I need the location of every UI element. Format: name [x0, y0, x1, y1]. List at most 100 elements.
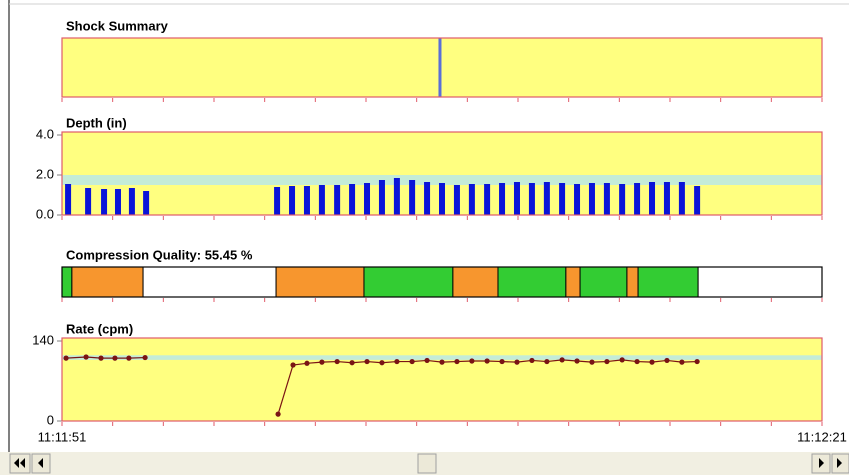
quality-segment	[579, 266, 628, 298]
panel-title: Shock Summary	[66, 18, 169, 33]
depth-bar	[649, 182, 656, 215]
rate-point	[439, 359, 445, 365]
depth-bar	[543, 182, 550, 215]
rate-point	[304, 360, 310, 366]
x-tick-label: 11:11:51	[38, 429, 87, 444]
y-tick-label: 140	[32, 332, 54, 347]
depth-bar	[603, 183, 610, 215]
rate-point	[604, 358, 610, 365]
quality-segment	[452, 266, 499, 298]
plot-border	[61, 266, 823, 298]
quality-segment	[697, 266, 823, 298]
depth-bar	[574, 184, 581, 215]
depth-bar	[85, 188, 92, 215]
rate-point	[290, 362, 296, 368]
rate-point	[574, 358, 580, 364]
depth-bar	[619, 184, 626, 215]
depth-bar	[289, 186, 296, 215]
rate-point	[364, 358, 370, 365]
depth-bar	[424, 182, 431, 215]
arrow-icon	[837, 458, 842, 468]
depth-bar	[114, 189, 121, 215]
target-band	[62, 355, 822, 360]
scroll-thumb[interactable]	[417, 453, 437, 474]
rate-point	[469, 358, 475, 364]
rate-point	[112, 355, 118, 361]
rate-point	[529, 357, 535, 364]
quality-segment	[61, 266, 73, 298]
rate-point	[559, 357, 565, 363]
quality-segment	[275, 266, 365, 298]
plots: Shock Summary Depth (in) 0.0 2.0 4.0 Compress…	[32, 18, 847, 444]
arrow-icon	[14, 458, 19, 468]
depth-bar	[528, 183, 535, 215]
rate-point	[694, 358, 700, 365]
depth-bar	[484, 184, 491, 215]
scroll-first-button[interactable]	[9, 453, 31, 474]
quality-segment	[565, 266, 581, 298]
rate-point	[409, 358, 415, 365]
quality-segment	[637, 266, 699, 298]
plot-border	[61, 337, 823, 422]
y-tick-label: 2.0	[36, 166, 54, 181]
depth-bar	[274, 187, 281, 215]
scrollbar[interactable]	[0, 452, 849, 475]
rate-point	[499, 358, 505, 365]
rate-point	[98, 355, 104, 361]
shock-marker	[438, 38, 442, 97]
arrow-icon	[38, 458, 43, 468]
arrow-icon	[819, 458, 824, 468]
panel-title: Rate (cpm)	[66, 321, 133, 336]
depth-bar	[128, 188, 135, 215]
rate-point	[544, 358, 550, 365]
rate-point	[394, 358, 400, 365]
rate-point	[334, 358, 340, 365]
depth-bar	[364, 183, 371, 215]
depth-bar	[303, 186, 310, 215]
rate-point	[379, 360, 385, 366]
depth-bar	[694, 186, 701, 215]
depth-bar	[439, 183, 445, 215]
depth-bar	[468, 184, 475, 215]
plot-area	[62, 338, 822, 421]
depth-bar	[334, 185, 341, 215]
y-tick-label: 0	[47, 412, 54, 427]
depth-bar	[65, 184, 72, 215]
rate-point	[275, 411, 281, 417]
rate-point	[589, 359, 595, 365]
quality-segment	[142, 266, 277, 298]
rate-point	[142, 354, 148, 361]
panel-title: Depth (in)	[66, 115, 127, 130]
rate-point	[126, 355, 132, 361]
depth-bar	[559, 183, 566, 215]
rate-point	[454, 358, 460, 365]
rate-point	[619, 357, 625, 363]
rate-point	[664, 357, 670, 364]
plot-border	[61, 37, 823, 98]
depth-bar	[318, 185, 325, 215]
depth-bar	[663, 182, 670, 215]
y-tick-label: 0.0	[36, 206, 54, 221]
y-tick-label: 4.0	[36, 126, 54, 141]
rate-point	[63, 355, 69, 361]
quality-segment	[363, 266, 454, 298]
rate-point	[83, 354, 89, 360]
rate-point	[349, 360, 355, 366]
target-band	[62, 175, 822, 185]
depth-bar	[393, 178, 400, 215]
depth-bar	[634, 183, 641, 215]
depth-bar	[499, 183, 506, 215]
plot-area	[62, 38, 822, 97]
rate-point	[634, 358, 640, 365]
depth-bar	[378, 180, 385, 215]
depth-bar	[513, 182, 520, 215]
x-tick-label: 11:12:21	[797, 429, 847, 444]
rate-point	[649, 359, 655, 365]
rate-point	[484, 358, 490, 364]
quality-segment	[71, 266, 144, 298]
rate-point	[319, 359, 325, 365]
depth-bar	[101, 189, 108, 215]
plot-border	[61, 131, 823, 216]
arrow-icon	[20, 458, 25, 468]
